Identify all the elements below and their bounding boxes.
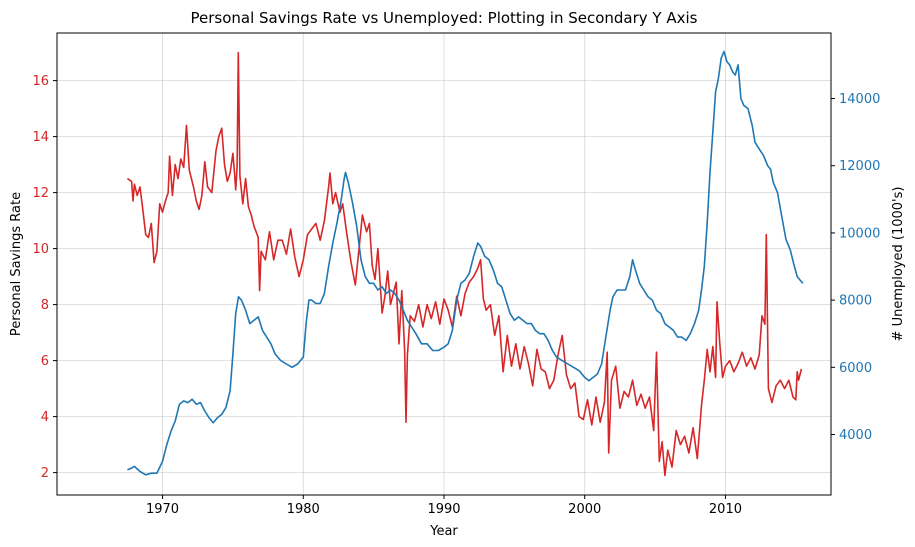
left-y-tick-label: 6 bbox=[41, 354, 49, 369]
x-tick-label: 1970 bbox=[146, 502, 179, 517]
series-layer bbox=[126, 50, 804, 477]
right-y-tick-label: 10000 bbox=[839, 226, 880, 241]
x-axis-label: Year bbox=[429, 524, 458, 539]
right-y-axis: 4000 6000 8000 10000 12000 14000 bbox=[831, 92, 880, 443]
x-tick-label: 2010 bbox=[709, 502, 742, 517]
right-y-tick-label: 4000 bbox=[839, 428, 872, 443]
left-y-axis-label: Personal Savings Rate bbox=[9, 192, 24, 336]
unemployed-line bbox=[127, 50, 804, 476]
x-tick-label: 1980 bbox=[287, 502, 320, 517]
x-axis: 1970 1980 1990 2000 2010 bbox=[146, 495, 742, 517]
right-y-tick-label: 12000 bbox=[839, 159, 880, 174]
x-tick-label: 1990 bbox=[427, 502, 460, 517]
left-y-tick-label: 2 bbox=[41, 466, 49, 481]
left-y-tick-label: 12 bbox=[32, 186, 49, 201]
right-y-tick-label: 14000 bbox=[839, 92, 880, 107]
left-y-tick-label: 14 bbox=[32, 130, 49, 145]
x-tick-label: 2000 bbox=[568, 502, 601, 517]
left-y-tick-label: 8 bbox=[41, 298, 49, 313]
right-y-tick-label: 6000 bbox=[839, 361, 872, 376]
left-y-tick-label: 10 bbox=[32, 242, 49, 257]
savings-rate-line bbox=[126, 51, 803, 477]
left-y-tick-label: 4 bbox=[41, 410, 49, 425]
left-y-axis: 2 4 6 8 10 12 14 16 bbox=[32, 74, 57, 481]
right-y-tick-label: 8000 bbox=[839, 294, 872, 309]
left-y-tick-label: 16 bbox=[32, 74, 49, 89]
chart-title: Personal Savings Rate vs Unemployed: Plo… bbox=[191, 9, 698, 27]
right-y-axis-label: # Unemployed (1000's) bbox=[891, 187, 906, 342]
